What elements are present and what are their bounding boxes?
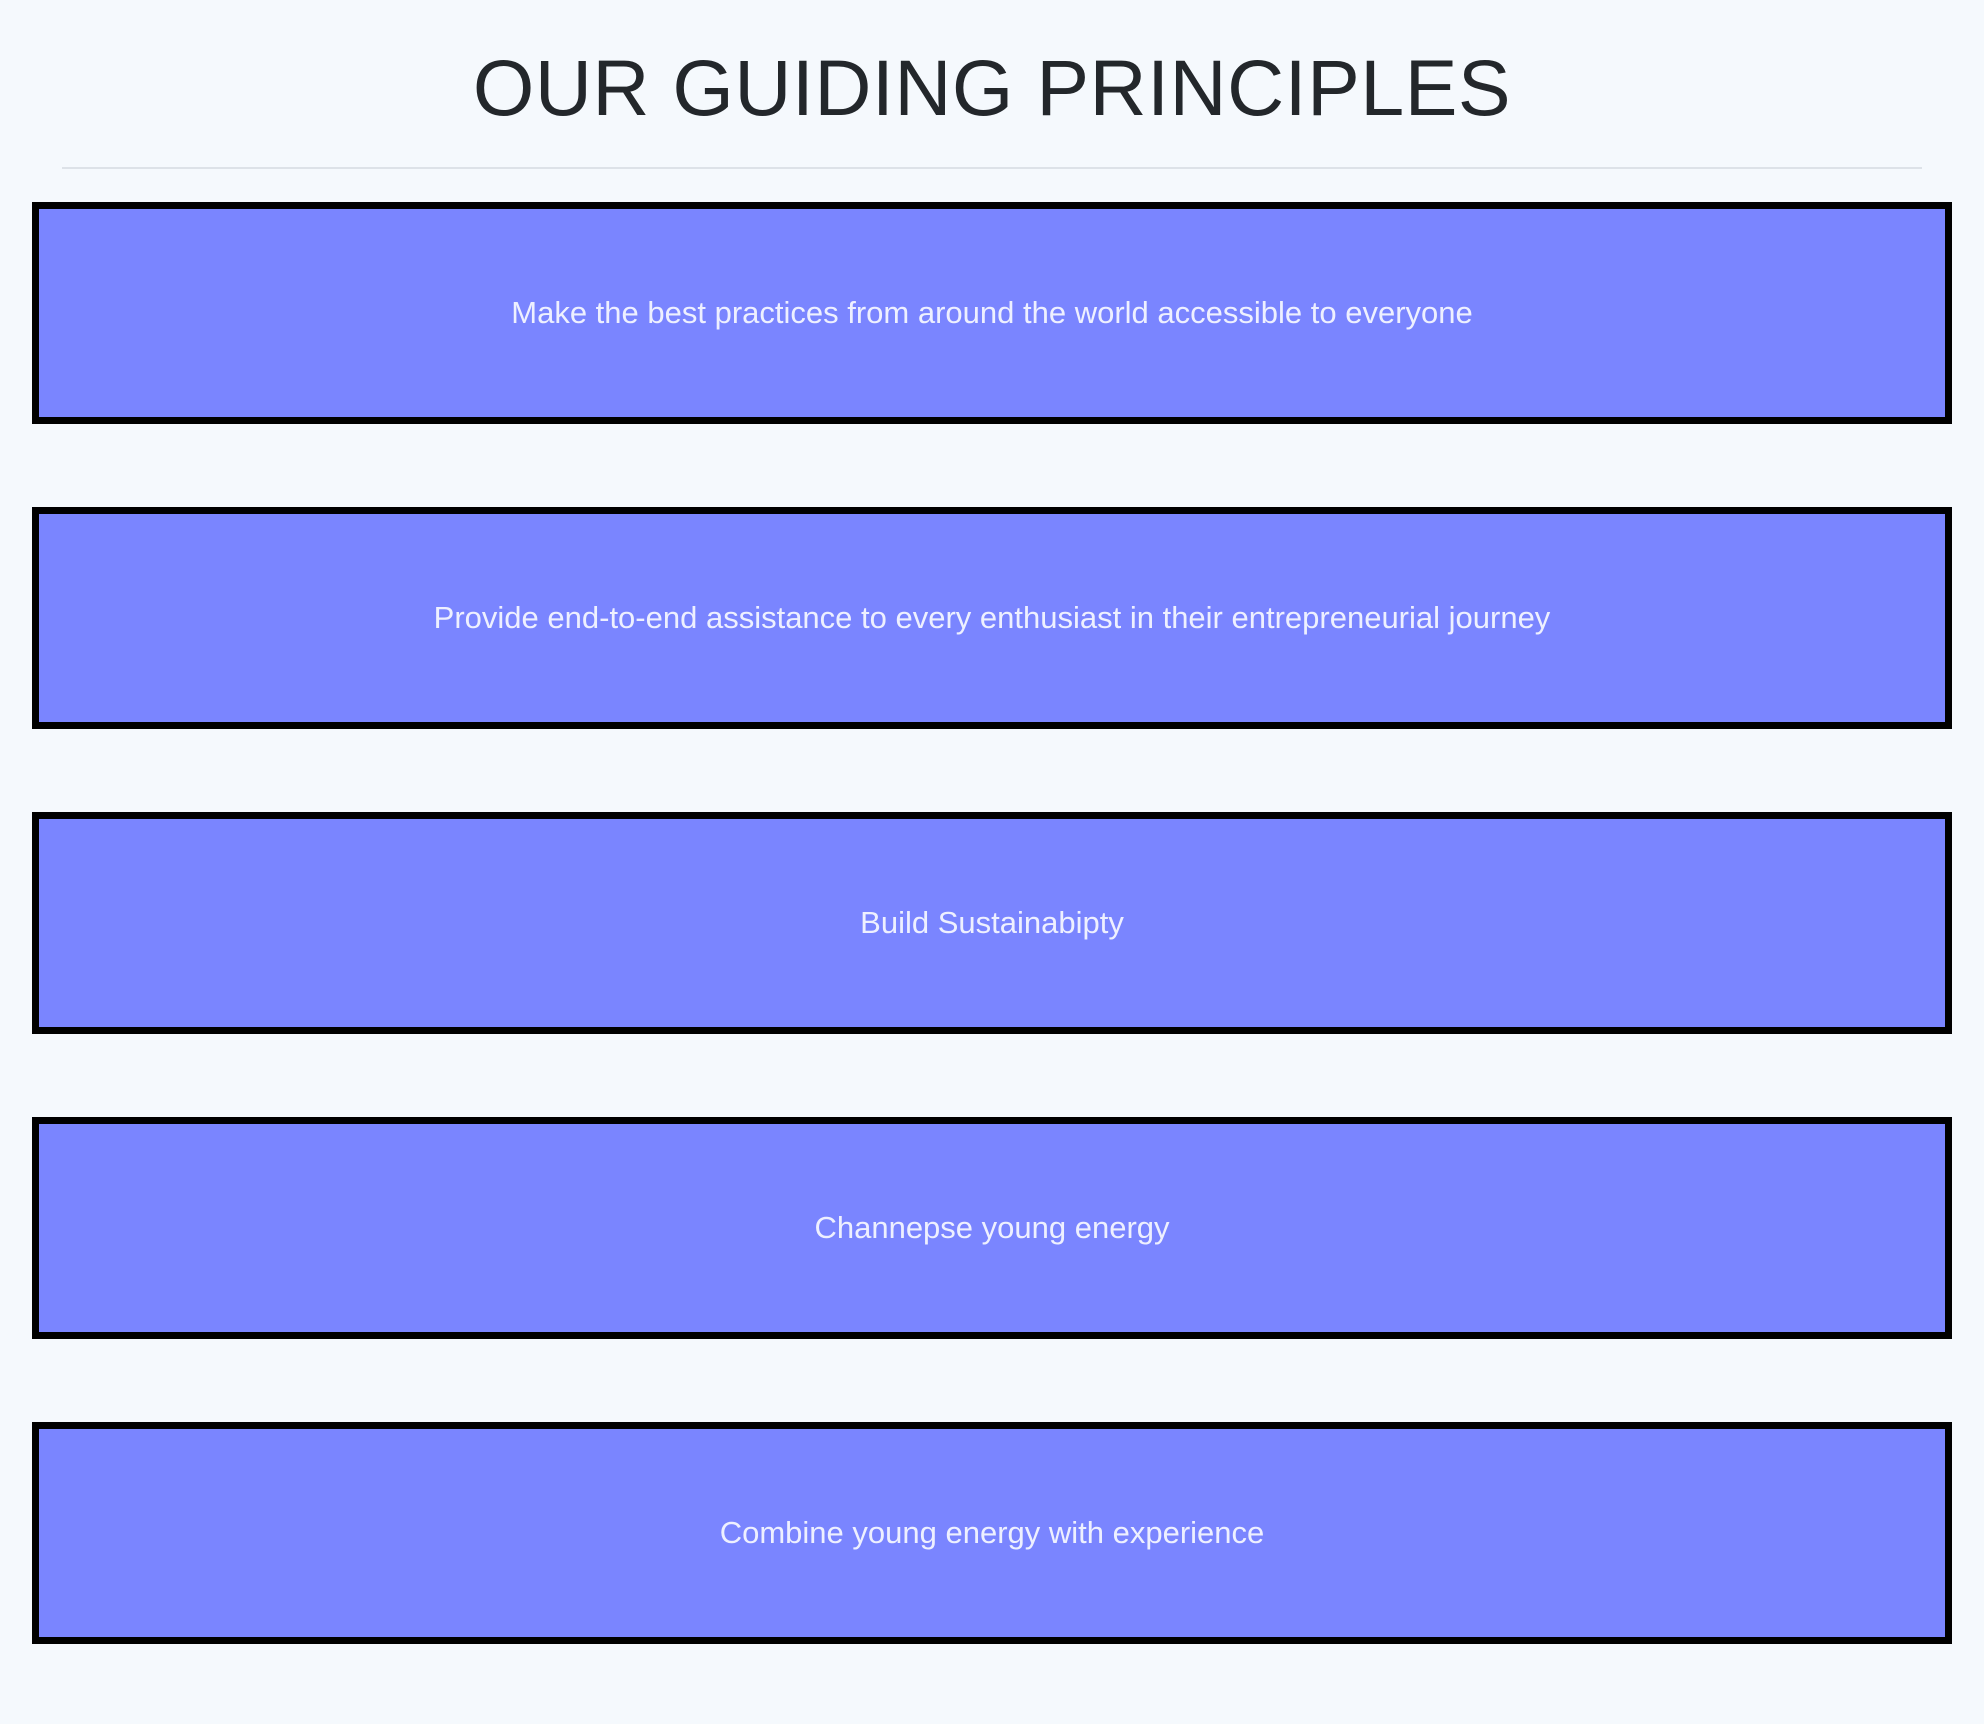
principle-card-5: Combine young energy with experience	[32, 1422, 1952, 1644]
principle-card-4: Channepse young energy	[32, 1117, 1952, 1339]
principles-list: Make the best practices from around the …	[32, 202, 1952, 1724]
principle-text: Build Sustainabipty	[860, 905, 1124, 940]
principle-text: Make the best practices from around the …	[511, 295, 1473, 330]
principle-card-1: Make the best practices from around the …	[32, 202, 1952, 424]
principle-card-3: Build Sustainabipty	[32, 812, 1952, 1034]
page-title: OUR GUIDING PRINCIPLES	[472, 43, 1512, 132]
principle-text: Channepse young energy	[814, 1210, 1170, 1245]
principle-text: Combine young energy with experience	[719, 1515, 1265, 1550]
title-divider	[62, 167, 1922, 169]
principle-text: Provide end-to-end assistance to every e…	[433, 600, 1551, 635]
principle-card-2: Provide end-to-end assistance to every e…	[32, 507, 1952, 729]
